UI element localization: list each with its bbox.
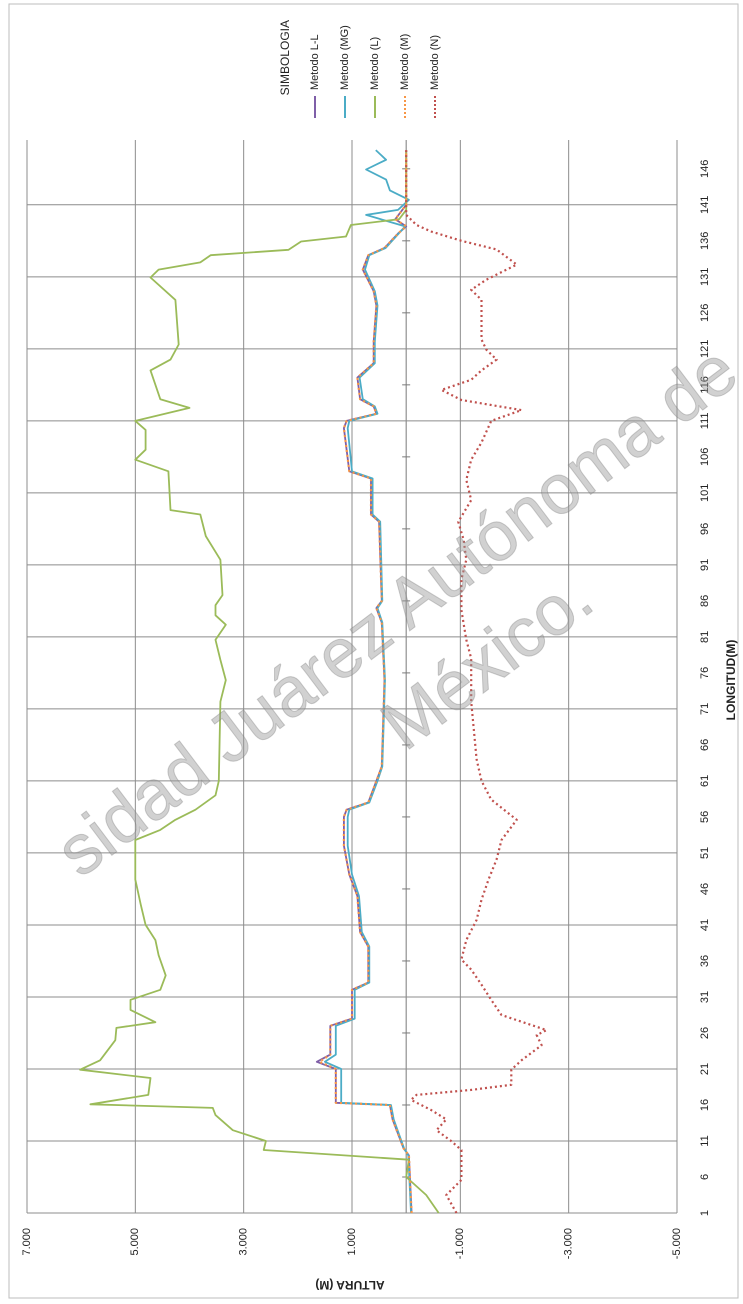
x-tick-label: 41 bbox=[699, 919, 711, 931]
y-tick-label: 1.000 bbox=[346, 1228, 358, 1256]
x-tick-label: 126 bbox=[699, 304, 711, 322]
x-tick-label: 136 bbox=[699, 232, 711, 250]
legend-label: Metodo (M) bbox=[399, 34, 411, 90]
legend-label: Metodo (L) bbox=[369, 37, 381, 90]
y-tick-label: -1.000 bbox=[454, 1228, 466, 1259]
x-tick-label: 141 bbox=[699, 196, 711, 214]
x-tick-label: 26 bbox=[699, 1027, 711, 1039]
x-tick-label: 61 bbox=[699, 775, 711, 787]
legend-title: SIMBOLOGIA bbox=[278, 20, 292, 95]
grid bbox=[26, 140, 678, 1214]
legend-label: Metodo (N) bbox=[429, 35, 441, 90]
x-tick-label: 46 bbox=[699, 883, 711, 895]
chart-border bbox=[8, 3, 739, 1299]
x-tick-label: 86 bbox=[699, 595, 711, 607]
series-line bbox=[79, 150, 440, 1214]
x-tick-label: 76 bbox=[699, 667, 711, 679]
x-tick-label: 1 bbox=[699, 1210, 711, 1216]
labels: 7.000 5.000 3.000 1.000 -1.000 -3.000 -5.00016… bbox=[21, 160, 711, 1260]
x-tick-label: 36 bbox=[699, 955, 711, 967]
y-tick-label: 5.000 bbox=[129, 1228, 141, 1256]
legend-label: Metodo L-L bbox=[309, 34, 321, 90]
y-axis-title: ALTURA (M) bbox=[315, 1278, 384, 1292]
x-tick-label: 101 bbox=[699, 484, 711, 502]
x-tick-label: 66 bbox=[699, 739, 711, 751]
x-tick-label: 31 bbox=[699, 991, 711, 1003]
y-tick-label: -3.000 bbox=[563, 1228, 575, 1259]
x-tick-label: 71 bbox=[699, 703, 711, 715]
legend: Metodo L-L Metodo (MG) Metodo (L) Metodo (M… bbox=[309, 25, 441, 118]
plot-lines bbox=[79, 149, 548, 1214]
x-tick-label: 6 bbox=[699, 1174, 711, 1180]
x-tick-label: 146 bbox=[699, 160, 711, 178]
x-tick-label: 56 bbox=[699, 811, 711, 823]
x-tick-label: 81 bbox=[699, 631, 711, 643]
x-tick-label: 131 bbox=[699, 268, 711, 286]
x-tick-label: 116 bbox=[699, 376, 711, 394]
y-tick-label: -5.000 bbox=[671, 1228, 683, 1259]
y-tick-label: 7.000 bbox=[21, 1228, 33, 1256]
series-line bbox=[318, 150, 413, 1214]
x-tick-label: 21 bbox=[699, 1063, 711, 1075]
x-tick-label: 91 bbox=[699, 559, 711, 571]
x-tick-label: 51 bbox=[699, 847, 711, 859]
x-tick-label: 16 bbox=[699, 1099, 711, 1111]
x-tick-label: 11 bbox=[699, 1135, 711, 1146]
legend-label: Metodo (MG) bbox=[339, 25, 351, 90]
x-axis-title: LONGITUD(M) bbox=[724, 640, 738, 721]
x-tick-label: 106 bbox=[699, 448, 711, 466]
x-tick-label: 111 bbox=[699, 412, 711, 429]
x-tick-label: 96 bbox=[699, 523, 711, 535]
y-tick-label: 3.000 bbox=[238, 1228, 250, 1256]
x-tick-label: 121 bbox=[699, 340, 711, 358]
